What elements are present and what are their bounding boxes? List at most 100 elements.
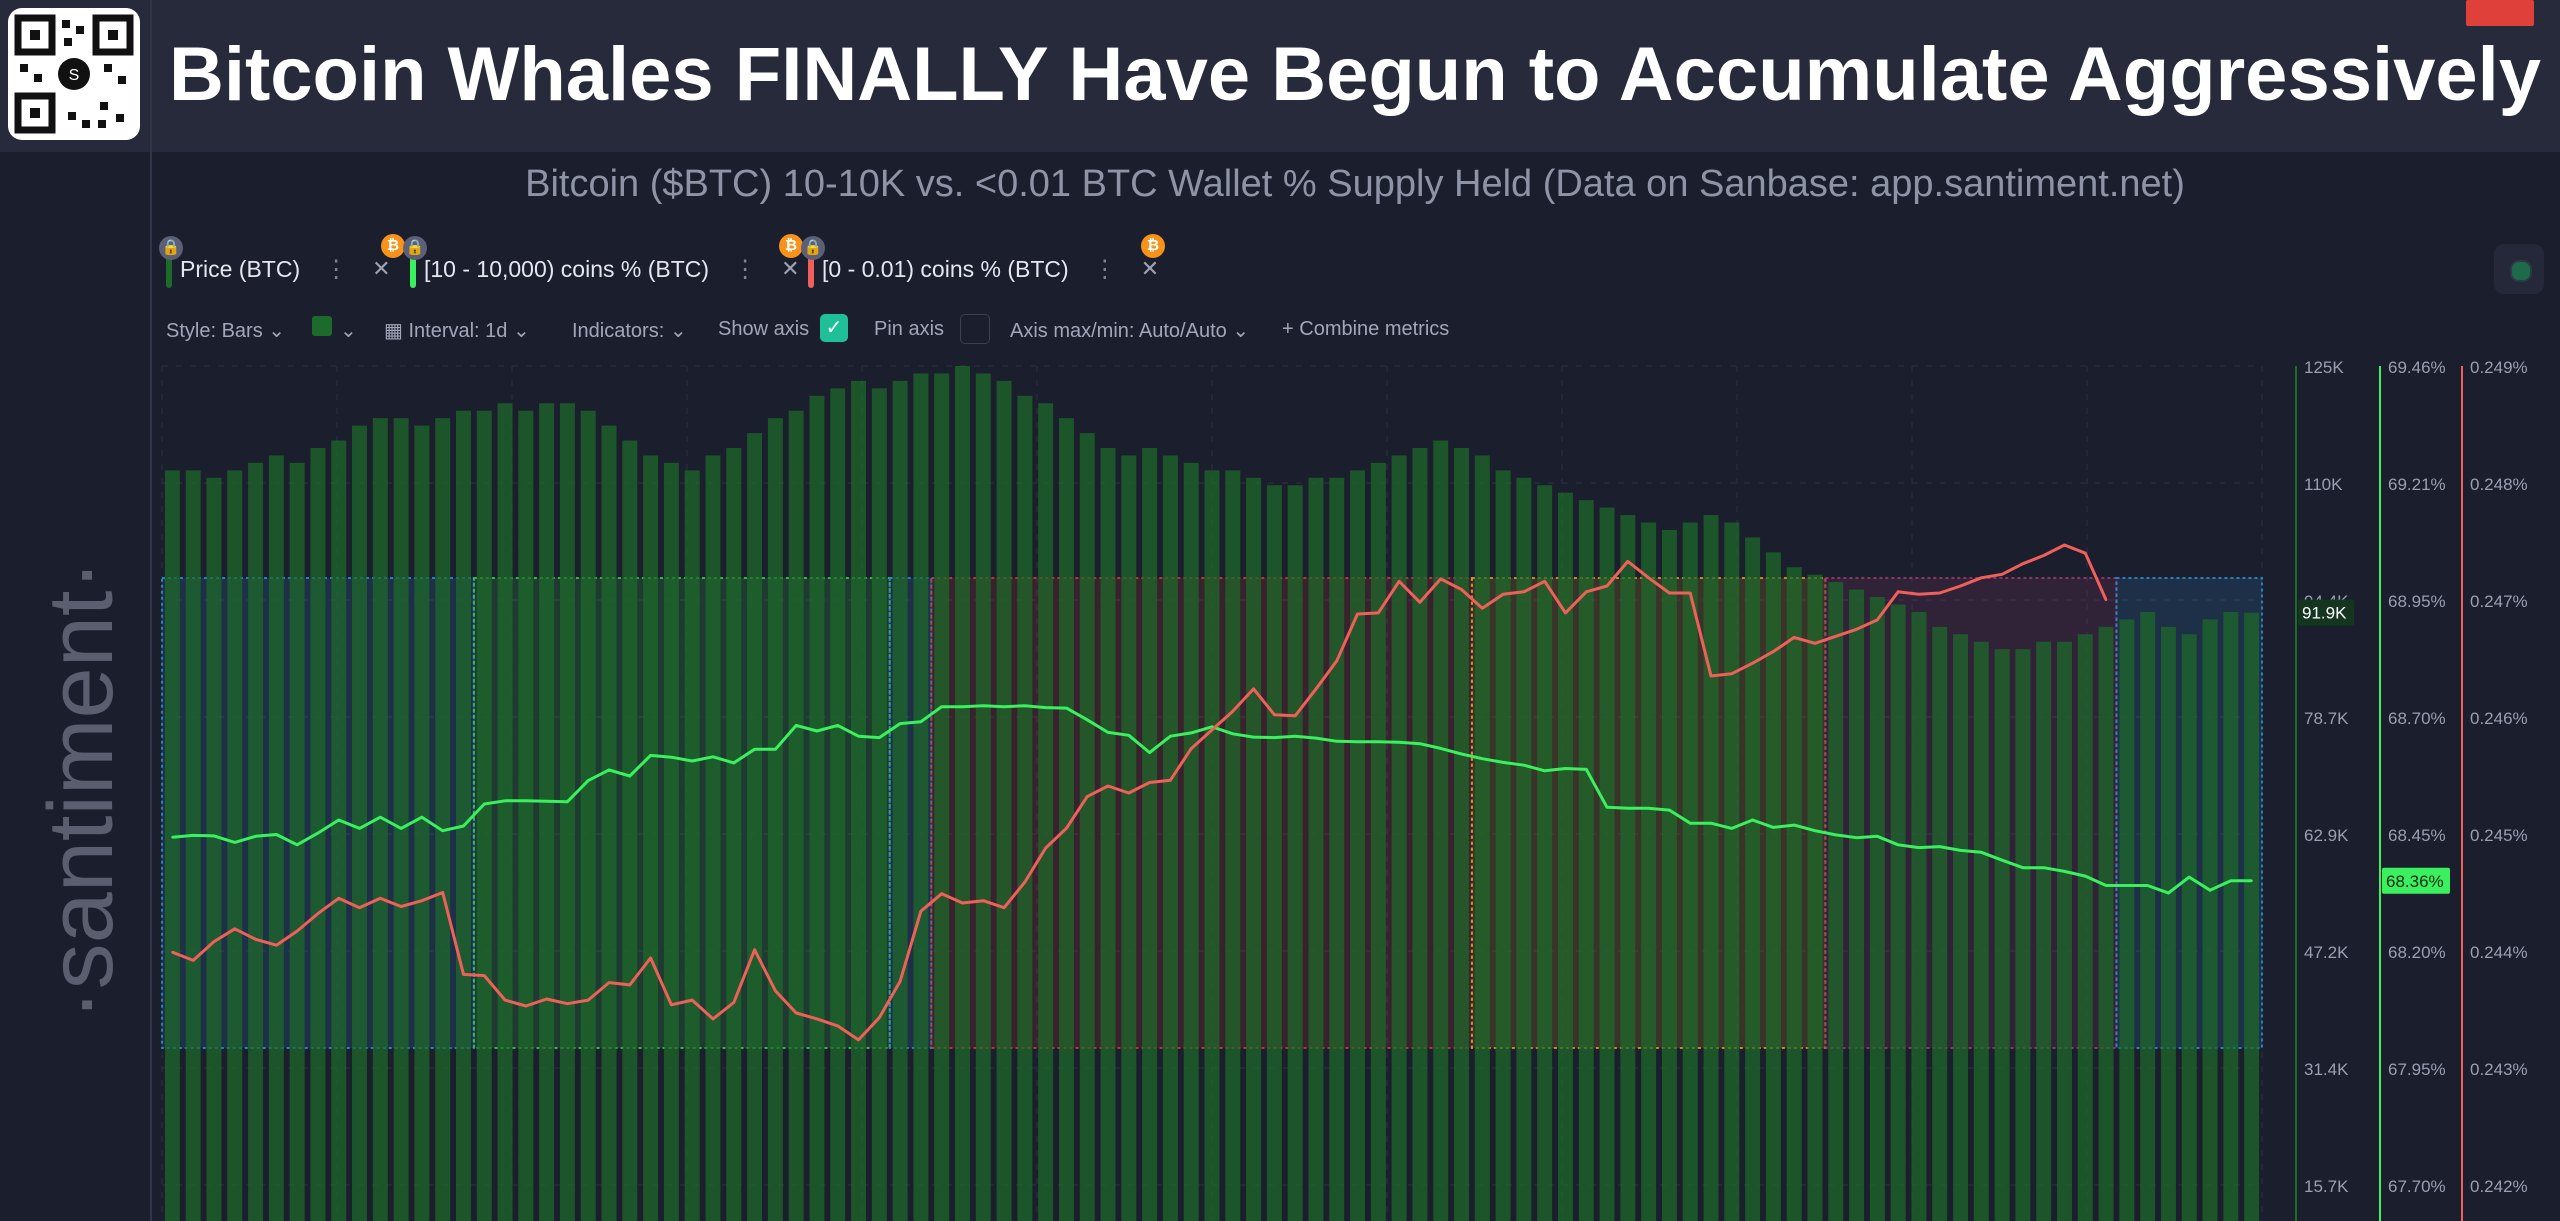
price-bar[interactable] — [955, 366, 970, 1221]
price-bar[interactable] — [1454, 447, 1469, 1221]
price-bar[interactable] — [767, 418, 783, 1221]
price-bar[interactable] — [1246, 477, 1262, 1221]
price-bar[interactable] — [518, 410, 534, 1221]
price-bar[interactable] — [1370, 462, 1386, 1221]
price-bar[interactable] — [1932, 626, 1948, 1221]
close-icon[interactable]: ✕ — [1140, 256, 1160, 281]
legend-item-whales[interactable]: [10 - 10,000) coins % (BTC) ⋮ ✕ — [410, 244, 800, 294]
pin-axis-checkbox[interactable] — [960, 314, 990, 344]
price-bar[interactable] — [1350, 470, 1366, 1221]
price-bar[interactable] — [2036, 641, 2052, 1221]
price-bar[interactable] — [1183, 462, 1199, 1221]
price-bar[interactable] — [1537, 485, 1553, 1221]
price-bar[interactable] — [1412, 447, 1428, 1221]
price-bar[interactable] — [2244, 612, 2260, 1221]
price-bar[interactable] — [559, 403, 575, 1221]
close-icon[interactable]: ✕ — [372, 256, 391, 281]
price-bar[interactable] — [1162, 455, 1178, 1221]
price-bar[interactable] — [456, 410, 471, 1221]
price-bar[interactable] — [2140, 611, 2156, 1221]
price-bar[interactable] — [2098, 626, 2114, 1221]
price-bar[interactable] — [289, 462, 305, 1221]
price-bar[interactable] — [539, 403, 555, 1221]
price-bar[interactable] — [2202, 619, 2218, 1221]
price-bar[interactable] — [414, 425, 430, 1221]
price-bar[interactable] — [1973, 641, 1989, 1221]
axis-maxmin-dropdown[interactable]: Axis max/min: Auto/Auto ⌄ — [1010, 318, 1249, 343]
price-bar[interactable] — [809, 395, 825, 1221]
price-bar[interactable] — [1391, 455, 1407, 1221]
price-bar[interactable] — [996, 380, 1012, 1221]
price-bar[interactable] — [1308, 477, 1324, 1221]
price-bar[interactable] — [1869, 597, 1885, 1221]
price-bar[interactable] — [2223, 611, 2239, 1221]
price-bar[interactable] — [1599, 507, 1615, 1221]
price-bar[interactable] — [1225, 470, 1241, 1221]
price-bar[interactable] — [1142, 447, 1158, 1221]
price-bar[interactable] — [622, 440, 638, 1221]
price-bar[interactable] — [2119, 619, 2135, 1221]
price-bar[interactable] — [1745, 537, 1761, 1221]
legend-item-price[interactable]: Price (BTC) ⋮ ✕ — [166, 244, 391, 294]
price-bar[interactable] — [684, 470, 700, 1221]
small-wallets-series-line[interactable] — [171, 543, 2108, 1042]
price-bar[interactable] — [185, 470, 201, 1221]
price-bar[interactable] — [1516, 477, 1532, 1221]
price-bar[interactable] — [1786, 567, 1802, 1221]
price-bar[interactable] — [1100, 447, 1116, 1221]
price-bar[interactable] — [643, 455, 659, 1221]
color-swatch-button[interactable] — [312, 316, 332, 336]
price-bar[interactable] — [206, 477, 222, 1221]
price-bar[interactable] — [268, 455, 284, 1221]
price-bar[interactable] — [2056, 641, 2072, 1221]
price-bar[interactable] — [1828, 582, 1844, 1221]
close-icon[interactable]: ✕ — [781, 256, 800, 281]
price-bar[interactable] — [1911, 611, 1927, 1221]
show-axis-checkbox[interactable]: ✓ — [820, 314, 848, 342]
price-bar[interactable] — [1620, 515, 1636, 1221]
price-bar[interactable] — [1557, 492, 1573, 1221]
legend-item-small-wallets[interactable]: [0 - 0.01) coins % (BTC) ⋮ ✕ — [808, 244, 1159, 294]
price-bar[interactable] — [1765, 552, 1781, 1221]
price-bar[interactable] — [934, 373, 950, 1221]
price-bar[interactable] — [435, 418, 451, 1221]
price-bar[interactable] — [476, 410, 492, 1221]
price-bar[interactable] — [747, 433, 763, 1221]
price-bar[interactable] — [2077, 634, 2093, 1221]
price-bar[interactable] — [227, 470, 243, 1221]
price-bar[interactable] — [393, 418, 409, 1221]
price-bar[interactable] — [1287, 485, 1303, 1221]
price-bar[interactable] — [331, 440, 347, 1221]
price-bar[interactable] — [705, 455, 721, 1221]
price-bar[interactable] — [1433, 440, 1449, 1221]
price-bar[interactable] — [1807, 574, 1823, 1221]
price-bar[interactable] — [1724, 522, 1740, 1221]
status-indicator[interactable] — [2494, 244, 2544, 294]
price-bar[interactable] — [726, 447, 742, 1221]
price-bar[interactable] — [1058, 418, 1074, 1221]
price-bar[interactable] — [372, 418, 388, 1221]
price-bar[interactable] — [1994, 649, 2010, 1221]
style-dropdown[interactable]: Style: Bars ⌄ — [166, 318, 285, 343]
price-bar[interactable] — [1661, 529, 1677, 1221]
price-bar[interactable] — [1017, 395, 1033, 1221]
price-bar[interactable] — [1682, 522, 1698, 1221]
price-bar[interactable] — [1121, 455, 1137, 1221]
price-bar[interactable] — [1329, 477, 1345, 1221]
price-bar[interactable] — [851, 380, 867, 1221]
price-bar[interactable] — [601, 425, 617, 1221]
price-bar[interactable] — [1266, 485, 1282, 1221]
price-bar[interactable] — [497, 403, 513, 1221]
price-bar[interactable] — [871, 388, 887, 1221]
price-bar[interactable] — [892, 380, 908, 1221]
price-bar[interactable] — [164, 470, 180, 1221]
more-options-icon[interactable]: ⋮ — [733, 255, 758, 283]
price-bar[interactable] — [913, 373, 929, 1221]
price-bar[interactable] — [352, 425, 368, 1221]
price-bar[interactable] — [1953, 634, 1968, 1221]
price-bar[interactable] — [2160, 626, 2176, 1221]
price-bar[interactable] — [1474, 455, 1490, 1221]
price-bar[interactable] — [788, 410, 804, 1221]
interval-dropdown[interactable]: ▦ Interval: 1d ⌄ — [384, 318, 530, 343]
